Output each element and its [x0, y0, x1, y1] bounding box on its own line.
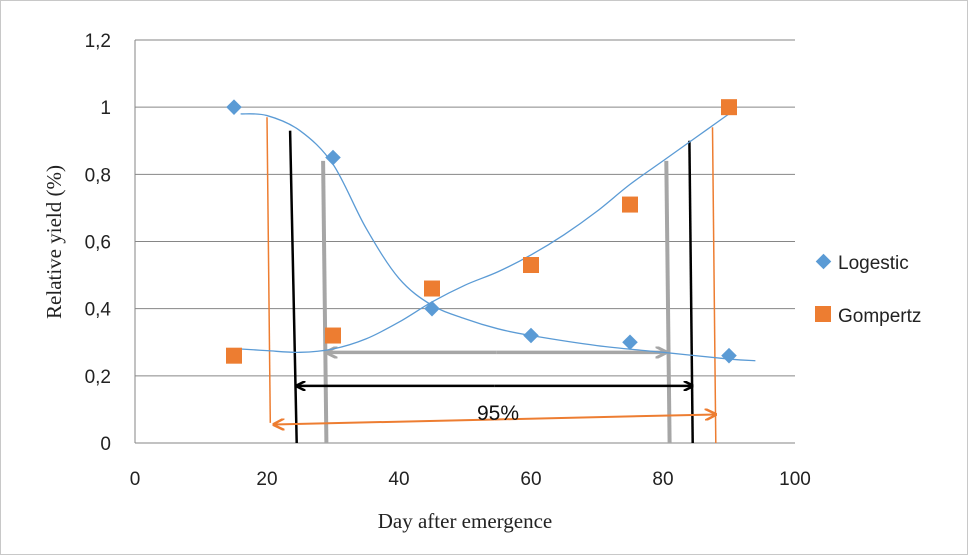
point-gompertz	[622, 196, 638, 213]
x-tick-label: 20	[256, 469, 277, 490]
legend: Logestic Gompertz	[815, 253, 921, 327]
point-gompertz	[523, 257, 539, 274]
point-logestic	[523, 327, 539, 344]
legend-marker-logestic	[815, 253, 832, 270]
x-tick-label: 40	[388, 469, 409, 490]
x-tick-label: 60	[520, 469, 541, 490]
annotation-95-label: 95%	[477, 402, 519, 425]
legend-marker-gompertz	[815, 306, 831, 322]
orange-vertical-line	[266, 117, 272, 423]
x-tick-label: 80	[652, 469, 673, 490]
point-logestic	[325, 149, 341, 166]
trendline-logestic	[240, 113, 756, 362]
point-gompertz	[325, 327, 341, 344]
orange-arrow-left	[274, 419, 495, 424]
gridlines	[135, 39, 795, 377]
grey-vertical-line	[664, 160, 672, 444]
black-vertical-line	[288, 130, 298, 444]
y-tick-label: 1	[100, 98, 111, 119]
point-logestic	[721, 347, 737, 364]
orange-arrow-right	[494, 414, 716, 419]
point-logestic	[226, 99, 242, 115]
point-gompertz	[424, 280, 440, 297]
y-tick-label: 0	[100, 434, 111, 455]
point-logestic	[424, 300, 440, 317]
y-tick-label: 0,8	[85, 165, 111, 186]
legend-label-gompertz: Gompertz	[838, 306, 921, 327]
y-tick-label: 0,4	[85, 300, 112, 321]
legend-item-gompertz: Gompertz	[815, 306, 921, 327]
y-axis-title: Relative yield (%)	[42, 165, 66, 319]
axes: 0 0,2 0,4 0,6 0,8 1 1,2 0 20 40 60 80 100	[85, 31, 811, 490]
legend-item-logestic: Logestic	[815, 253, 909, 274]
trendline-gompertz	[240, 113, 730, 354]
point-logestic	[622, 334, 638, 351]
y-tick-label: 0,6	[85, 233, 111, 254]
x-tick-label: 100	[779, 469, 811, 490]
trendlines	[240, 113, 756, 362]
orange-vertical-line	[711, 127, 717, 444]
x-tick-label: 0	[130, 469, 141, 490]
black-vertical-line	[688, 140, 694, 444]
annotation-lines	[266, 117, 717, 444]
point-gompertz	[721, 99, 737, 116]
y-tick-label: 0,2	[85, 367, 111, 388]
legend-label-logestic: Logestic	[838, 253, 909, 274]
y-tick-label: 1,2	[85, 31, 111, 52]
point-gompertz	[226, 347, 242, 364]
grey-vertical-line	[321, 160, 329, 444]
x-axis-title: Day after emergence	[378, 509, 553, 533]
